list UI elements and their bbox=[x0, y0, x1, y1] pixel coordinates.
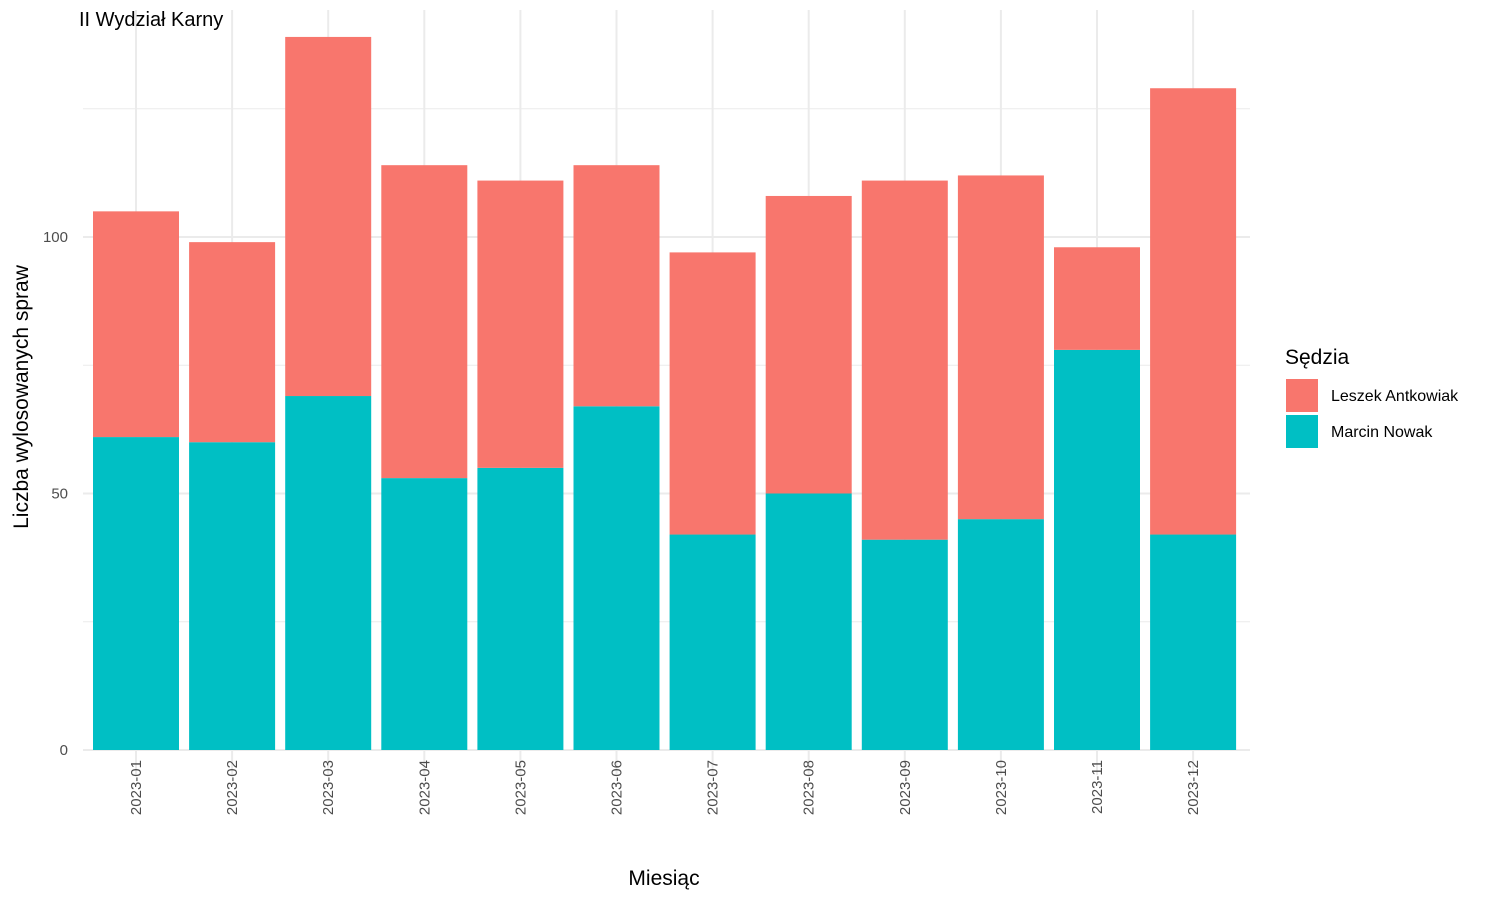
y-tick-label: 50 bbox=[51, 486, 68, 503]
bar-segment bbox=[1054, 247, 1140, 350]
bar-segment bbox=[573, 406, 660, 750]
x-tick-label: 2023-08 bbox=[801, 760, 818, 815]
bar-segment bbox=[861, 539, 948, 750]
x-tick-label: 2023-06 bbox=[609, 760, 626, 815]
x-tick-label: 2023-05 bbox=[512, 760, 529, 815]
bar-segment bbox=[1150, 534, 1237, 750]
legend-swatch bbox=[1286, 379, 1318, 412]
x-tick-label: 2023-07 bbox=[705, 760, 722, 815]
bar-segment bbox=[285, 36, 372, 397]
legend-label: Marcin Nowak bbox=[1331, 424, 1433, 441]
legend: Sędzia Leszek Antkowiak Marcin Nowak bbox=[1285, 346, 1459, 448]
bar-segment bbox=[93, 437, 179, 750]
x-tick-label: 2023-03 bbox=[320, 760, 337, 815]
y-axis-title: Liczba wylosowanych spraw bbox=[10, 264, 33, 529]
bar-segment bbox=[573, 165, 660, 407]
bar-segment bbox=[861, 180, 948, 540]
legend-items: Leszek Antkowiak Marcin Nowak bbox=[1286, 379, 1459, 448]
bar-segment bbox=[189, 442, 276, 750]
x-tick-label: 2023-11 bbox=[1089, 760, 1106, 814]
legend-title: Sędzia bbox=[1285, 346, 1350, 369]
x-tick-label: 2023-09 bbox=[897, 760, 914, 815]
bar-segment bbox=[381, 478, 468, 750]
x-tick-label: 2023-01 bbox=[128, 760, 145, 815]
y-tick-label: 100 bbox=[43, 229, 68, 246]
x-tick-label: 2023-12 bbox=[1185, 760, 1202, 815]
x-axis-ticks: 2023-01 2023-02 2023-03 2023-04 2023-05 2023-… bbox=[128, 760, 1202, 815]
x-tick-label: 2023-02 bbox=[224, 760, 241, 815]
bars bbox=[93, 36, 1237, 750]
bar-segment bbox=[477, 467, 564, 750]
bar-segment bbox=[765, 493, 852, 750]
bar-segment bbox=[957, 175, 1044, 520]
bar-segment bbox=[1054, 349, 1140, 750]
legend-label: Leszek Antkowiak bbox=[1331, 388, 1459, 405]
x-tick-label: 2023-10 bbox=[993, 760, 1010, 815]
y-axis-ticks: 0 50 100 bbox=[43, 229, 68, 759]
bar-segment bbox=[957, 519, 1044, 750]
bar-segment bbox=[669, 534, 756, 750]
bar-segment bbox=[285, 396, 372, 750]
bar-segment bbox=[381, 165, 468, 479]
legend-swatch bbox=[1286, 415, 1318, 448]
bar-segment bbox=[1150, 88, 1237, 535]
x-axis-title: Miesiąc bbox=[628, 867, 699, 890]
bar-segment bbox=[189, 242, 276, 443]
bar-segment bbox=[669, 252, 756, 535]
y-tick-label: 0 bbox=[60, 742, 68, 759]
chart-title: II Wydział Karny bbox=[79, 9, 223, 31]
x-tick-label: 2023-04 bbox=[416, 760, 433, 815]
bar-segment bbox=[93, 211, 179, 438]
bar-segment bbox=[765, 195, 852, 494]
bar-segment bbox=[477, 180, 564, 468]
